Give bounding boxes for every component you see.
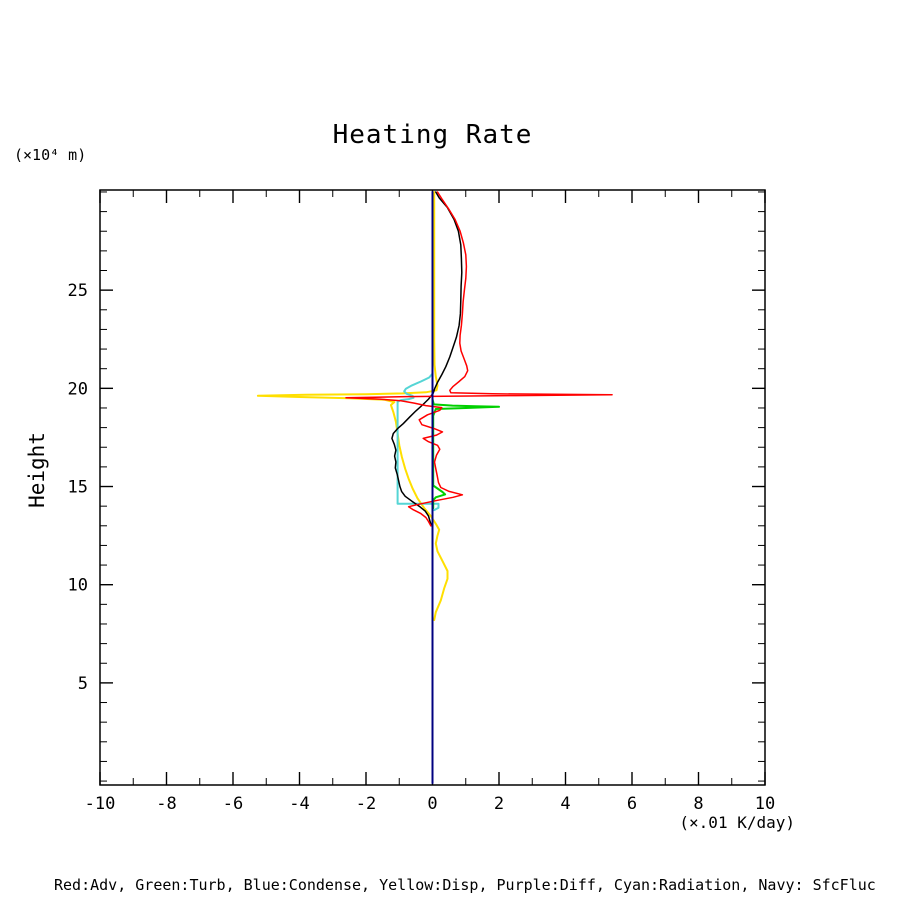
series-Turb: [431, 398, 500, 510]
series-Disp: [256, 191, 449, 621]
y-tick-label: 20: [68, 379, 88, 399]
x-tick-label: 2: [494, 794, 504, 814]
chart-title: Heating Rate: [332, 120, 533, 150]
x-axis-ticks: -10 -8 -6 -4 -2 0 2 4 6 8 10: [85, 190, 775, 814]
series-Radiation: [396, 372, 440, 512]
y-tick-label: 25: [68, 281, 88, 301]
y-tick-label: 15: [68, 478, 88, 498]
series-Adv: [345, 191, 613, 527]
x-axis-unit-label: (×.01 K/day): [679, 813, 795, 832]
x-tick-label: 8: [693, 794, 703, 814]
x-tick-label: -10: [85, 794, 116, 814]
y-tick-label: 5: [78, 674, 88, 694]
series-lines: [256, 191, 613, 784]
x-tick-label: -2: [356, 794, 376, 814]
y-tick-label: 10: [68, 576, 88, 596]
x-tick-label: -8: [156, 794, 176, 814]
x-tick-label: 6: [627, 794, 637, 814]
x-tick-label: -4: [289, 794, 309, 814]
x-tick-label: -6: [223, 794, 243, 814]
y-axis-ticks: 5 10 15 20 25: [68, 191, 765, 782]
x-tick-label: 10: [755, 794, 775, 814]
legend-caption: Red:Adv, Green:Turb, Blue:Condense, Yell…: [54, 876, 876, 894]
series-black-unlabeled: [391, 191, 463, 527]
x-tick-label: 4: [560, 794, 570, 814]
y-axis-unit-label: (×10⁴ m): [14, 146, 87, 164]
x-tick-label: 0: [427, 794, 437, 814]
